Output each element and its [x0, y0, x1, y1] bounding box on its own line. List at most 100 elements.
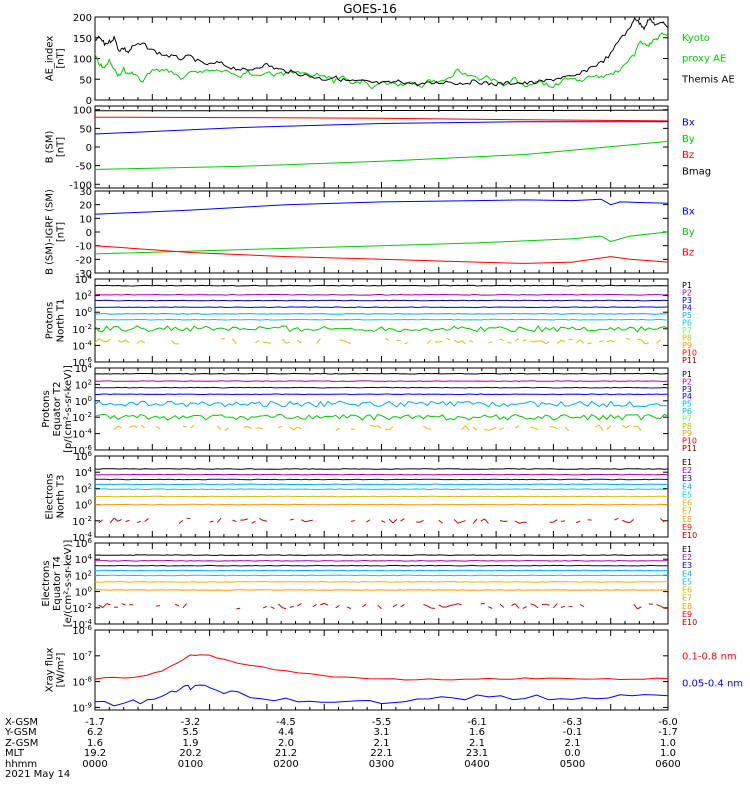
series-e8-segment	[362, 603, 367, 608]
series-p7-segment	[129, 425, 134, 429]
table-cell: 0300	[369, 759, 394, 770]
legend-entry: Bx	[682, 207, 695, 218]
y-axis-label: Equator T2	[52, 382, 63, 437]
table-cell: 6.2	[87, 727, 103, 738]
y-tick-label: 30	[79, 187, 92, 198]
legend-entry: Themis AE	[681, 74, 735, 85]
series-p8-segment	[136, 340, 142, 344]
series-p7-segment	[297, 426, 302, 430]
series-p7-segment	[595, 424, 600, 428]
series-p7-segment	[484, 428, 489, 431]
series-p7-segment	[492, 427, 497, 430]
y-tick-label: 10-8	[72, 676, 92, 689]
y-tick-label: 102	[75, 482, 92, 495]
legend-entry: E8	[682, 602, 692, 611]
series-e8-segment	[514, 520, 520, 524]
series-e8-segment	[472, 518, 478, 524]
series-e8-segment	[216, 517, 222, 523]
series-p8-segment	[438, 340, 443, 343]
y-axis-label: [e/(cm²-s-sr-keV)]	[63, 540, 74, 628]
y-tick-label: 0	[86, 143, 92, 154]
legend-entry: P11	[682, 356, 697, 365]
series-e8-segment	[427, 605, 432, 609]
series-p8-segment	[530, 340, 535, 343]
series-e2	[94, 559, 669, 562]
y-axis-label: [W/m²]	[56, 652, 67, 687]
y-axis-label: AE_index	[45, 36, 56, 82]
series-p8-segment	[102, 340, 107, 343]
legend-entry: By	[682, 227, 695, 238]
legend-entry: P9	[682, 341, 692, 350]
y-tick-label: 10-9	[72, 701, 92, 714]
table-cell: 2.1	[469, 738, 485, 749]
series-p7-segment	[423, 425, 428, 430]
legend-entry: P2	[682, 289, 692, 298]
y-axis-label: [nT]	[56, 48, 67, 68]
series-e8-segment	[232, 519, 237, 523]
series-e8-segment	[392, 519, 398, 524]
series-p8-segment	[610, 339, 615, 343]
series-e1	[94, 554, 669, 557]
series-e8-segment	[136, 520, 141, 524]
series-e8-segment	[453, 603, 459, 606]
series-p8-segment	[579, 339, 585, 344]
series-0-1-0-8-nm	[94, 654, 669, 681]
series-e8-segment	[175, 603, 180, 607]
y-tick-label: 100	[75, 499, 92, 512]
y-tick-label: 0	[86, 96, 92, 107]
legend-entry: P3	[682, 296, 692, 305]
y-tick-label: 10-2	[72, 411, 92, 424]
legend-entry: P5	[682, 311, 692, 320]
series-p8-segment	[499, 338, 504, 342]
row-label-z-gsm: Z-GSM	[5, 738, 38, 749]
series-p7-segment	[117, 425, 122, 429]
series-p8-segment	[514, 338, 520, 342]
series-e6	[94, 581, 669, 583]
series-bz	[94, 245, 669, 264]
legend-entry: Bx	[682, 117, 695, 128]
series-p8-segment	[316, 338, 321, 344]
series-p7-segment	[377, 425, 382, 430]
series-e8-segment	[625, 521, 630, 524]
series-p4	[95, 393, 668, 396]
y-tick-label: 100	[75, 586, 92, 599]
series-p8-segment	[545, 341, 550, 345]
series-e8-segment	[125, 519, 130, 523]
legend-entry: E10	[682, 531, 697, 540]
series-p8-segment	[266, 341, 271, 344]
y-axis-label: [p/(cm²-s-sr-keV)]	[63, 365, 74, 453]
series-e8-segment	[530, 603, 535, 606]
series-p7-segment	[259, 427, 264, 430]
series-e8-segment	[461, 520, 466, 523]
series-p7-segment	[190, 425, 195, 429]
legend-entry: P5	[682, 400, 692, 409]
series-e8-segment	[514, 603, 520, 609]
table-cell: -6.0	[658, 717, 678, 728]
series-e8-segment	[480, 518, 485, 522]
y-tick-label: -100	[69, 180, 92, 191]
table-cell: 22.1	[370, 748, 392, 759]
series-p7-segment	[488, 428, 493, 431]
y-axis-label: North T1	[56, 299, 67, 343]
legend-entry: E9	[682, 523, 692, 532]
series-e8-segment	[576, 520, 581, 524]
y-tick-label: 104	[75, 273, 93, 286]
series-e3	[94, 478, 668, 481]
legend-entry: E4	[682, 569, 692, 578]
series-e8-segment	[282, 607, 287, 610]
series-p7-segment	[247, 425, 252, 430]
table-cell: 1.0	[660, 748, 676, 759]
y-axis-label: Protons	[41, 390, 52, 427]
legend-entry: E4	[682, 482, 692, 491]
series-e5	[94, 488, 669, 491]
series-p7-segment	[534, 427, 539, 431]
series-e8-segment	[438, 519, 443, 524]
series-e8-segment	[113, 517, 119, 522]
series-e8-segment	[488, 606, 493, 610]
series-e8-segment	[560, 520, 565, 522]
series-e8-segment	[637, 606, 642, 610]
table-cell: -6.1	[467, 717, 487, 728]
legend-entry: P6	[682, 319, 692, 328]
series-e8-segment	[259, 518, 264, 521]
